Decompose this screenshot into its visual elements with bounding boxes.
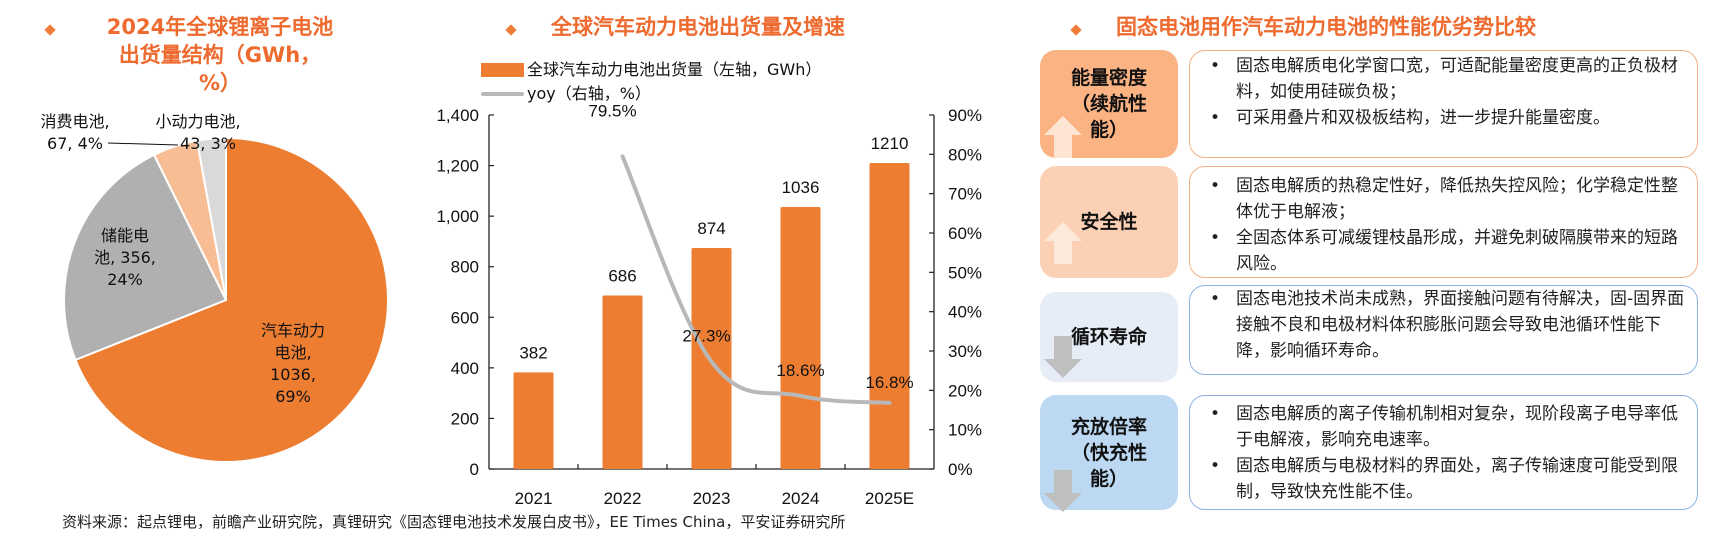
yoy-value-label: 16.8% [865,373,913,392]
legend-label: yoy（右轴，%） [527,84,651,103]
legend: 全球汽车动力电池出货量（左轴，GWh） yoy（右轴，%） [481,58,821,106]
label-text: 安全性 [1080,211,1138,233]
bullet-point: 固态电解质的离子传输机制相对复杂，现阶段离子电导率低于电解液，影响充电速率。 [1202,401,1687,453]
bar-value-label: 382 [519,343,547,362]
legend-item-bar: 全球汽车动力电池出货量（左轴，GWh） [481,58,821,82]
left-tick-label: 200 [451,409,479,428]
pie-label-text: 69% [275,387,311,406]
label-text: 充放倍率 [1070,415,1147,438]
left-tick-label: 1,200 [436,157,479,176]
pie-leader-line [107,142,179,146]
bar-value-label: 1036 [782,178,820,197]
pie-label-text: 储能电 [100,226,149,245]
right-tick-label: 70% [948,185,982,204]
legend-label: 全球汽车动力电池出货量（左轴，GWh） [527,60,822,79]
bar-value-label: 686 [608,267,636,286]
bar-line-chart: 0 200 400 600 800 1,000 1,200 1,400 0% 10% 20% 30% 4… [436,101,982,508]
left-tick-label: 800 [451,258,479,277]
right-tick-label: 40% [948,303,982,322]
arrow-down-icon [1044,470,1082,512]
arrow-up-icon [1044,116,1082,158]
left-tick-label: 400 [451,359,479,378]
comparison-title: 固态电池用作汽车动力电池的性能优劣势比较 [1116,15,1536,39]
left-tick-label: 600 [451,308,479,327]
arrow-up-icon [1044,222,1082,264]
yoy-line [620,154,892,405]
yoy-value-label: 18.6% [776,361,824,380]
pie-slice [195,136,227,301]
x-tick-label: 2025E [865,489,914,508]
content-box-energy-density: 固态电解质电化学窗口宽，可适配能量密度更高的正负极材料，如使用硅碳负极； 可采用… [1189,50,1698,158]
bullet-point: 固态电解质的热稳定性好，降低热失控风险；化学稳定性整体优于电解液； [1202,173,1687,225]
label-text: 能） [1089,467,1128,490]
left-tick-label: 1,400 [436,106,479,125]
bullet-point: 固态电池技术尚未成熟，界面接触问题有待解决，固-固界面接触不良和电极材料体积膨胀… [1202,286,1687,364]
title-bullet-icon [1070,24,1082,36]
pie-title-line: 2024年全球锂离子电池 [106,15,334,39]
x-tick-label: 2022 [604,489,642,508]
yoy-value-label: 79.5% [588,101,636,120]
right-tick-label: 90% [948,106,982,125]
label-text: （续航性 [1070,93,1147,115]
label-text: 循环寿命 [1070,326,1147,348]
arrow-down-icon [1044,336,1082,378]
bar-value-label: 1210 [871,134,909,153]
title-bullet-icon [505,24,517,36]
content-box-charge-rate: 固态电解质的离子传输机制相对复杂，现阶段离子电导率低于电解液，影响充电速率。 固… [1189,395,1698,510]
pie-label-text: 汽车动力 [260,321,325,340]
right-tick-label: 30% [948,342,982,361]
right-tick-label: 0% [948,460,973,479]
x-tick-label: 2021 [515,489,553,508]
left-tick-label: 1,000 [436,207,479,226]
right-tick-label: 50% [948,263,982,282]
pie-label-text: 消费电池, [40,112,110,131]
pie-label-text: 小动力电池, [155,112,241,131]
pie-label-text: 电池, [274,343,312,362]
content-box-cycle-life: 固态电池技术尚未成熟，界面接触问题有待解决，固-固界面接触不良和电极材料体积膨胀… [1189,285,1698,375]
pie-label-storage: 储能电 池, 356, 24% [80,225,170,291]
pie-label-text: 43, 3% [180,134,236,153]
label-text: 能） [1089,119,1128,141]
label-text: （快充性 [1070,441,1147,464]
pie-chart [63,136,389,463]
right-tick-label: 20% [948,381,982,400]
content-box-safety: 固态电解质的热稳定性好，降低热失控风险；化学稳定性整体优于电解液； 全固态体系可… [1189,166,1698,278]
left-tick-label: 0 [470,460,479,479]
bar-value-label: 874 [697,219,725,238]
pie-label-text: 24% [107,270,143,289]
pie-title-line: 出货量结构（GWh， [118,43,322,67]
pie-label-small-power: 小动力电池, 43, 3% [138,111,258,155]
yoy-value-label: 27.3% [682,327,730,346]
bar [513,372,554,469]
bullet-point: 固态电解质电化学窗口宽，可适配能量密度更高的正负极材料，如使用硅碳负极； [1202,53,1687,105]
pie-label-text: 67, 4% [47,134,103,153]
pie-label-text: 池, 356, [94,248,156,267]
right-tick-label: 60% [948,224,982,243]
pie-title-line: %） [198,71,242,95]
legend-swatch-bar [481,63,524,77]
pie-slice [63,153,228,362]
bar [869,163,910,469]
pie-slice [74,136,389,463]
bullet-point: 可采用叠片和双极板结构，进一步提升能量密度。 [1202,105,1687,131]
x-tick-label: 2023 [693,489,731,508]
bullet-point: 全固态体系可减缓锂枝晶形成，并避免刺破隔膜带来的短路风险。 [1202,225,1687,277]
right-tick-label: 80% [948,145,982,164]
bar [780,207,821,469]
x-tick-label: 2024 [782,489,820,508]
legend-item-line: yoy（右轴，%） [481,82,821,106]
pie-chart-title: 2024年全球锂离子电池 出货量结构（GWh， %） [70,13,370,97]
bar-chart-title: 全球汽车动力电池出货量及增速 [551,15,845,39]
bullet-point: 固态电解质与电极材料的界面处，离子传输速度可能受到限制，导致快充性能不佳。 [1202,453,1687,505]
pie-label-auto: 汽车动力 电池, 1036, 69% [243,320,343,408]
pie-label-text: 1036, [270,365,316,384]
bar [602,295,643,469]
pie-label-consumer: 消费电池, 67, 4% [20,111,130,155]
legend-swatch-line [481,92,524,96]
source-note: 资料来源：起点锂电，前瞻产业研究院，真锂研究《固态锂电池技术发展白皮书》，EE … [62,513,846,531]
right-tick-label: 10% [948,421,982,440]
label-text: 能量密度 [1070,67,1147,89]
